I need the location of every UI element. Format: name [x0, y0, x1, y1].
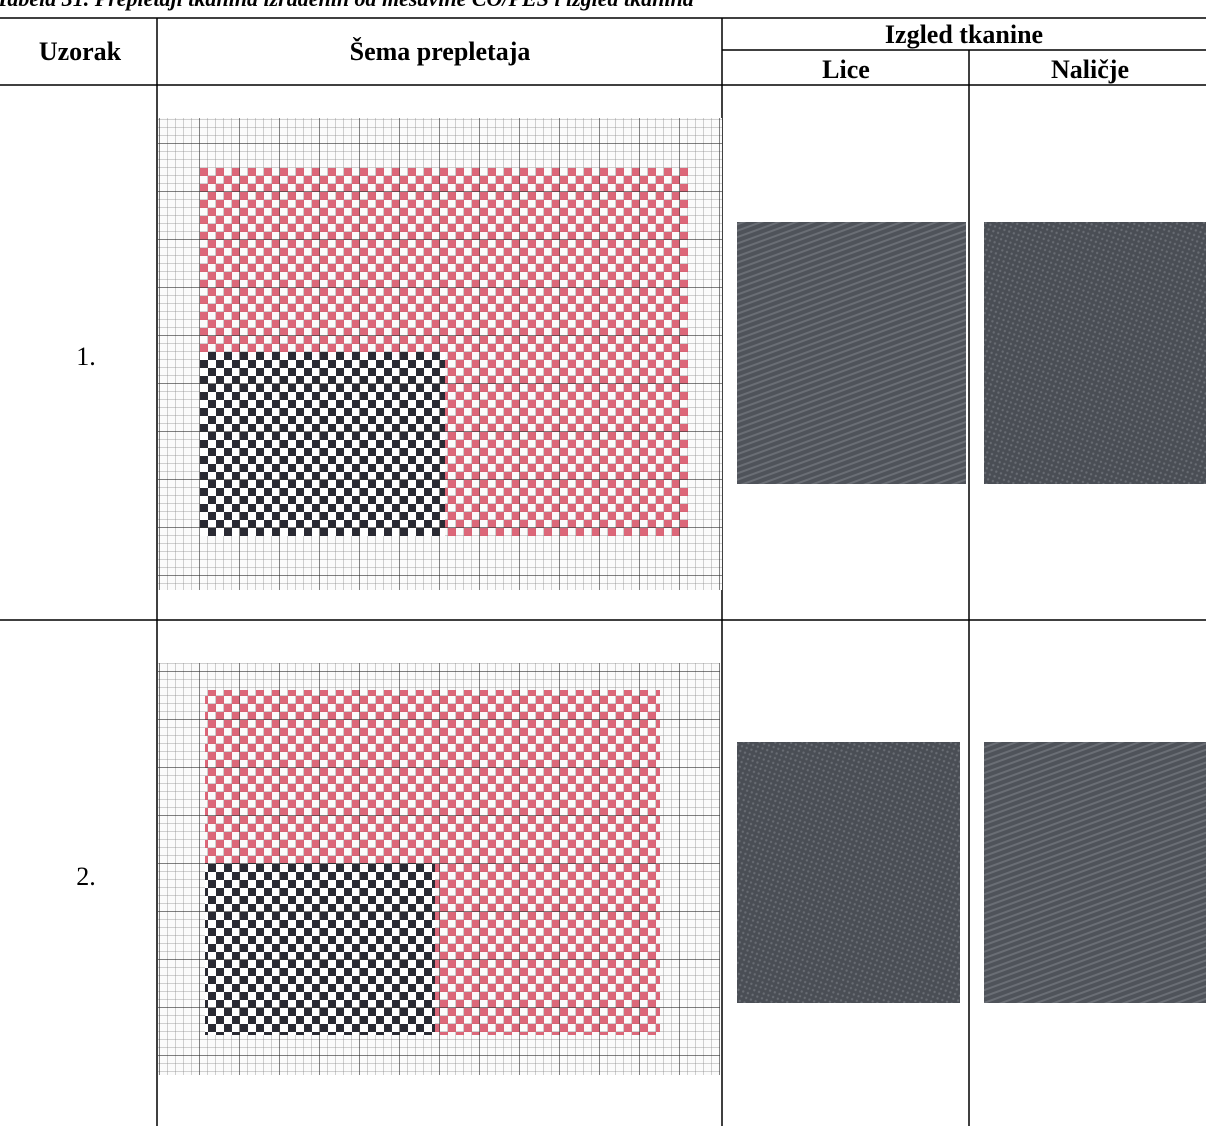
caption: Tabela 31. Prepletaji tkanina izrađenih …: [0, 0, 694, 11]
sample-number: 1.: [76, 342, 96, 371]
sample-number: 2.: [76, 862, 96, 891]
weave-diagram: [158, 663, 720, 1075]
fabric-back-image: [984, 222, 1206, 484]
fabric-face-image: [737, 742, 960, 1003]
header-appearance: Izgled tkanine: [885, 20, 1043, 49]
document: Tabela 31. Prepletaji tkanina izrađenih …: [0, 0, 1206, 1126]
weave-diagram: [158, 118, 722, 590]
header-face: Lice: [822, 55, 870, 84]
header-scheme: Šema prepletaja: [350, 37, 531, 66]
fabric-face-image: [737, 222, 966, 484]
fabric-back-image: [984, 742, 1206, 1003]
header-sample: Uzorak: [39, 37, 122, 66]
header-back: Naličje: [1051, 55, 1129, 84]
